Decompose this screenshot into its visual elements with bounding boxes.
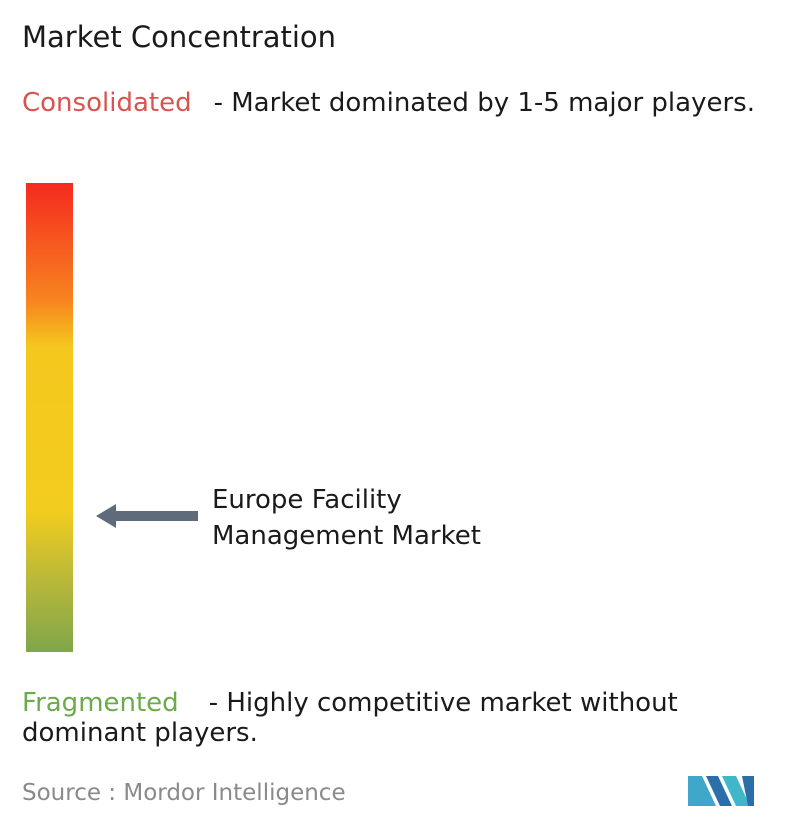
- concentration-gradient: [26, 183, 73, 652]
- fragmented-description: - Highly competitive market without domi…: [22, 688, 678, 748]
- fragmented-label: Fragmented: [22, 688, 179, 718]
- consolidated-label: Consolidated: [22, 88, 192, 118]
- consolidated-description: - Market dominated by 1-5 major players.: [213, 88, 755, 118]
- logo-part: [742, 776, 754, 806]
- logo: [688, 776, 754, 806]
- arrow: [96, 504, 198, 528]
- logo-part: [688, 776, 716, 806]
- arrow-head: [96, 504, 116, 528]
- title: Market Concentration: [22, 20, 337, 54]
- source: Source : Mordor Intelligence: [22, 780, 346, 806]
- market-label: Management Market: [212, 521, 481, 551]
- fragmented-row: Fragmented - Highly competitive market wi…: [22, 688, 792, 748]
- consolidated-row: Consolidated - Market dominated by 1-5 ma…: [22, 88, 792, 118]
- market-label: Europe Facility: [212, 485, 402, 515]
- logo-part: [722, 776, 750, 806]
- logo-part: [706, 776, 732, 806]
